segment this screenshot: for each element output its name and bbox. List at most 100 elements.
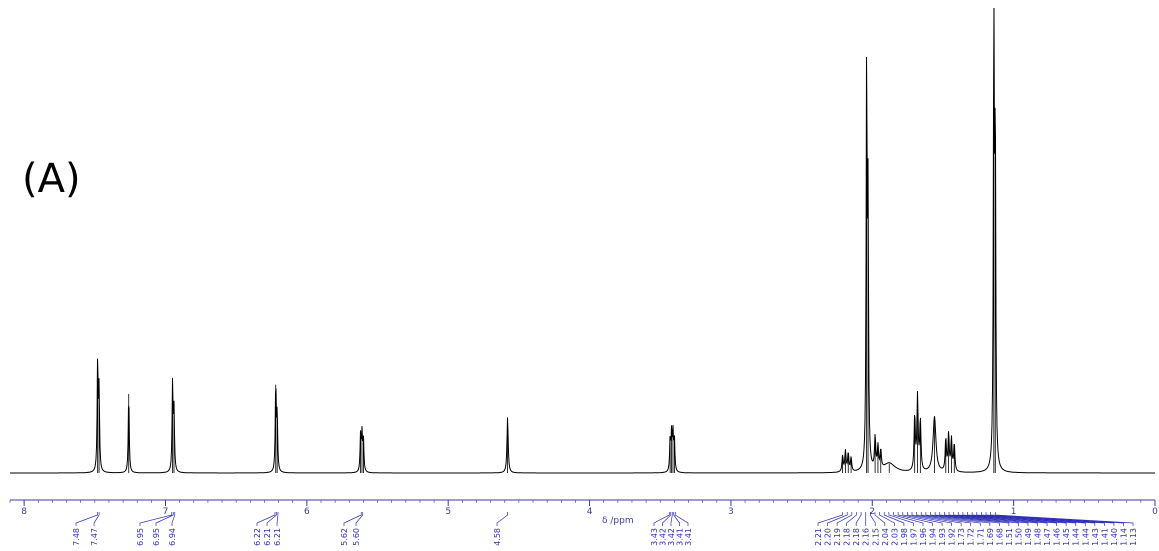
peak-label-connector	[907, 512, 952, 526]
peak-label-connector	[976, 512, 1096, 526]
peak-label-connector	[944, 512, 1029, 526]
peak-label-connector	[990, 512, 1124, 526]
tick-label: 8	[21, 507, 27, 517]
tick-label: 0	[1152, 507, 1158, 517]
peak-label-connector	[75, 512, 98, 526]
peak-label: 4.58	[493, 528, 502, 546]
peak-label-connector	[827, 512, 848, 526]
peak-label-connector	[911, 512, 962, 526]
peak-label: 1.48	[1034, 528, 1043, 546]
peak-label: 6.21	[263, 528, 272, 546]
peak-label: 1.40	[1110, 528, 1119, 546]
peak-label: 2.16	[862, 528, 871, 546]
peak-label-connector	[925, 512, 991, 526]
tick-label: 5	[445, 507, 451, 517]
peak-label: 3.42	[667, 528, 676, 546]
peak-label-connector	[957, 512, 1057, 526]
peak-label-connector	[920, 512, 981, 526]
peak-label: 1.43	[1091, 528, 1100, 546]
peak-label-connector	[653, 512, 670, 526]
peak-label-connector	[817, 512, 843, 526]
peak-label: 1.13	[1129, 528, 1138, 546]
peak-label-connector	[994, 512, 1134, 526]
peak-label-connector	[953, 512, 1048, 526]
peak-label-connector	[893, 512, 924, 526]
peak-label: 1.69	[986, 528, 995, 546]
peak-label-connector	[902, 512, 943, 526]
peak-label: 2.04	[881, 528, 890, 546]
peak-label: 5.60	[352, 528, 361, 546]
peak-label-connector	[276, 512, 279, 526]
tick-label: 7	[163, 507, 169, 517]
peak-label-connector	[939, 512, 1019, 526]
peak-label: 1.72	[967, 528, 976, 546]
peak-label: 2.18	[852, 528, 861, 546]
peak-label: 1.44	[1081, 528, 1090, 546]
peak-label-connector	[855, 512, 862, 526]
peak-label-group: 7.48 7.47 6.95 6.95 6.94 6.22 6.21 6.21 5.62 5.60…	[72, 512, 1138, 546]
peak-label: 6.21	[273, 528, 282, 546]
panel-label: (A)	[22, 156, 81, 202]
peak-label-connector	[971, 512, 1086, 526]
peak-label: 2.19	[833, 528, 842, 546]
peak-label: 2.15	[871, 528, 880, 546]
tick-label: 4	[587, 507, 593, 517]
peak-label: 1.97	[909, 528, 918, 546]
peak-label-connector	[879, 512, 895, 526]
peak-label: 1.47	[1043, 528, 1052, 546]
peak-label: 3.41	[684, 528, 693, 546]
spectrum-trace-group	[10, 7, 1155, 474]
peak-label: 2.03	[890, 528, 899, 546]
peak-label-connector	[93, 512, 100, 526]
peak-label-connector	[883, 512, 905, 526]
peak-label-connector	[888, 512, 914, 526]
x-axis-label: δ /ppm	[602, 516, 634, 526]
peak-label: 6.94	[168, 528, 177, 546]
peak-label: 1.51	[1005, 528, 1014, 546]
peak-label-connector	[985, 512, 1115, 526]
peak-label: 1.14	[1119, 528, 1128, 546]
peak-label-connector	[343, 512, 362, 526]
peak-label: 1.98	[900, 528, 909, 546]
tick-label: 2	[869, 507, 875, 517]
peak-label-connector	[171, 512, 176, 526]
peak-label-connector	[934, 512, 1010, 526]
peak-label: 1.50	[1014, 528, 1023, 546]
peak-label: 5.62	[340, 528, 349, 546]
peak-label-connector	[967, 512, 1077, 526]
peak-label: 1.49	[1024, 528, 1033, 546]
peak-label-connector	[155, 512, 174, 526]
peak-label-connector	[874, 512, 886, 526]
peak-label-connector	[662, 512, 672, 526]
peak-label: 1.96	[919, 528, 928, 546]
tick-label: 6	[304, 507, 310, 517]
tick-label: 1	[1011, 507, 1017, 517]
spectrum-trace	[10, 7, 1155, 474]
peak-label-connector	[948, 512, 1038, 526]
peak-label-connector	[962, 512, 1067, 526]
peak-label-connector	[930, 512, 1000, 526]
peak-label: 2.21	[814, 528, 823, 546]
peak-label-connector	[673, 512, 680, 526]
peak-label-connector	[846, 512, 857, 526]
peak-label: 3.42	[659, 528, 668, 546]
peak-label: 2.18	[843, 528, 852, 546]
peak-label: 1.41	[1100, 528, 1109, 546]
peak-label-connector	[981, 512, 1105, 526]
peak-label: 1.94	[929, 528, 938, 546]
peak-label: 6.95	[152, 528, 161, 546]
peak-label: 1.92	[948, 528, 957, 546]
peak-label-connector	[836, 512, 853, 526]
peak-label: 6.22	[253, 528, 262, 546]
peak-label: 1.93	[938, 528, 947, 546]
peak-label: 6.95	[136, 528, 145, 546]
peak-label-connector	[256, 512, 276, 526]
peak-label: 3.41	[676, 528, 685, 546]
peak-label-connector	[266, 512, 277, 526]
peak-label: 1.68	[995, 528, 1004, 546]
peak-label-connector	[139, 512, 173, 526]
peak-label: 7.48	[72, 528, 81, 546]
peak-label: 1.71	[976, 528, 985, 546]
peak-label-connector	[897, 512, 933, 526]
